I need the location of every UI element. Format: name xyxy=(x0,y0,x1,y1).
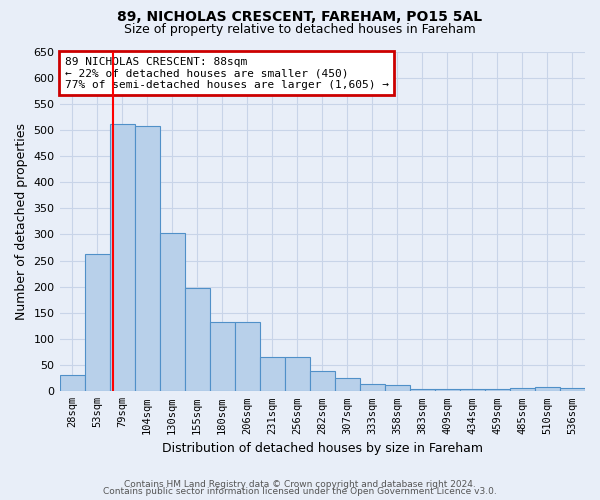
Bar xyxy=(460,389,485,392)
Bar xyxy=(535,387,560,392)
Bar xyxy=(260,358,285,392)
Bar xyxy=(85,254,110,392)
Bar xyxy=(285,358,310,392)
Text: 89, NICHOLAS CRESCENT, FAREHAM, PO15 5AL: 89, NICHOLAS CRESCENT, FAREHAM, PO15 5AL xyxy=(118,10,482,24)
Text: 89 NICHOLAS CRESCENT: 88sqm
← 22% of detached houses are smaller (450)
77% of se: 89 NICHOLAS CRESCENT: 88sqm ← 22% of det… xyxy=(65,56,389,90)
Bar xyxy=(360,384,385,392)
X-axis label: Distribution of detached houses by size in Fareham: Distribution of detached houses by size … xyxy=(162,442,483,455)
Bar xyxy=(410,388,435,392)
Bar xyxy=(485,389,510,392)
Bar xyxy=(134,126,160,392)
Bar xyxy=(310,372,335,392)
Bar xyxy=(110,124,134,392)
Bar xyxy=(335,378,360,392)
Bar xyxy=(185,288,209,392)
Text: Contains HM Land Registry data © Crown copyright and database right 2024.: Contains HM Land Registry data © Crown c… xyxy=(124,480,476,489)
Text: Size of property relative to detached houses in Fareham: Size of property relative to detached ho… xyxy=(124,22,476,36)
Bar xyxy=(209,322,235,392)
Bar xyxy=(435,389,460,392)
Y-axis label: Number of detached properties: Number of detached properties xyxy=(15,123,28,320)
Bar xyxy=(560,388,585,392)
Bar xyxy=(235,322,260,392)
Text: Contains public sector information licensed under the Open Government Licence v3: Contains public sector information licen… xyxy=(103,488,497,496)
Bar xyxy=(160,234,185,392)
Bar xyxy=(510,388,535,392)
Bar xyxy=(385,385,410,392)
Bar xyxy=(59,374,85,392)
